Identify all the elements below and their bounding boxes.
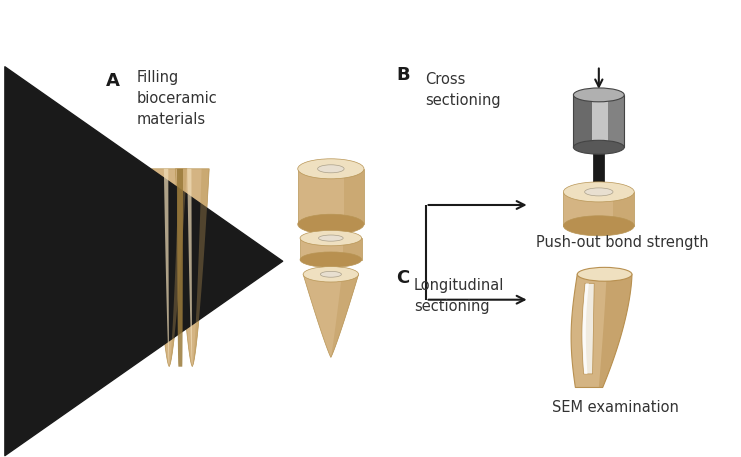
Ellipse shape (303, 266, 359, 282)
Ellipse shape (300, 252, 362, 267)
Polygon shape (177, 169, 183, 367)
Text: Longitudinal
sectioning: Longitudinal sectioning (414, 278, 505, 314)
Ellipse shape (574, 88, 624, 102)
Ellipse shape (319, 235, 343, 241)
Ellipse shape (574, 140, 624, 154)
Polygon shape (594, 147, 604, 187)
Polygon shape (613, 192, 634, 226)
Polygon shape (343, 238, 362, 260)
Ellipse shape (320, 271, 342, 277)
Ellipse shape (563, 182, 634, 202)
Polygon shape (187, 169, 192, 367)
Ellipse shape (298, 214, 364, 234)
Polygon shape (582, 283, 589, 374)
Polygon shape (303, 274, 359, 357)
Polygon shape (300, 238, 362, 260)
Text: SEM examination: SEM examination (552, 400, 679, 415)
Ellipse shape (300, 230, 362, 246)
Polygon shape (298, 169, 364, 224)
Polygon shape (331, 274, 359, 357)
Text: B: B (396, 66, 410, 84)
Polygon shape (176, 169, 209, 367)
Ellipse shape (577, 267, 632, 281)
Ellipse shape (298, 159, 364, 179)
Polygon shape (608, 95, 624, 147)
Polygon shape (571, 274, 632, 388)
Polygon shape (593, 95, 608, 147)
Text: Push-out bond strength: Push-out bond strength (536, 235, 709, 250)
Text: C: C (396, 269, 410, 287)
Polygon shape (164, 169, 169, 367)
Ellipse shape (563, 216, 634, 236)
Ellipse shape (318, 165, 344, 173)
Polygon shape (582, 283, 594, 374)
Text: A: A (106, 72, 120, 90)
Polygon shape (563, 192, 634, 226)
Polygon shape (599, 274, 632, 388)
Polygon shape (574, 95, 593, 147)
Ellipse shape (585, 188, 613, 196)
Polygon shape (169, 169, 187, 367)
Text: Filling
bioceramic
materials: Filling bioceramic materials (137, 70, 218, 127)
Text: Cross
sectioning: Cross sectioning (425, 72, 501, 108)
Polygon shape (344, 169, 364, 224)
Polygon shape (192, 169, 209, 367)
Polygon shape (151, 169, 187, 367)
